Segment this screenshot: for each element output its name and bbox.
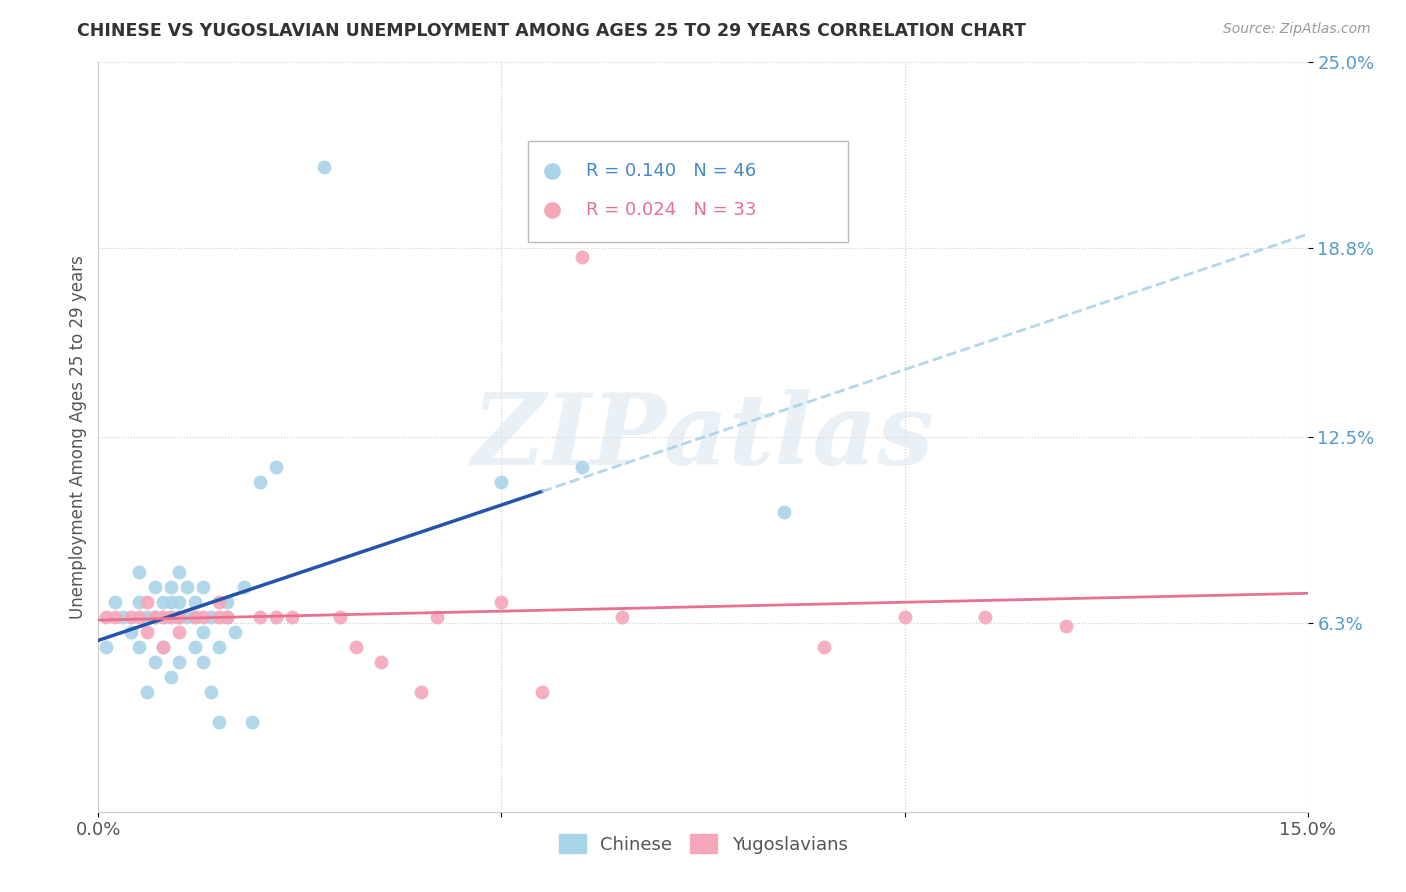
- Point: [217, 610, 239, 624]
- Text: ZIPatlas: ZIPatlas: [472, 389, 934, 485]
- Point: [167, 624, 190, 639]
- Point: [120, 610, 142, 624]
- Point: [128, 565, 150, 579]
- Point: [893, 610, 915, 624]
- Point: [491, 475, 513, 489]
- Point: [370, 655, 392, 669]
- Point: [103, 610, 125, 624]
- Point: [193, 655, 215, 669]
- Point: [193, 610, 215, 624]
- Point: [160, 580, 183, 594]
- Point: [813, 640, 835, 654]
- Point: [208, 714, 231, 729]
- Point: [143, 610, 166, 624]
- Text: R = 0.024   N = 33: R = 0.024 N = 33: [586, 201, 756, 219]
- Text: CHINESE VS YUGOSLAVIAN UNEMPLOYMENT AMONG AGES 25 TO 29 YEARS CORRELATION CHART: CHINESE VS YUGOSLAVIAN UNEMPLOYMENT AMON…: [77, 22, 1026, 40]
- FancyBboxPatch shape: [527, 141, 848, 243]
- Point: [224, 624, 246, 639]
- Point: [344, 640, 367, 654]
- Point: [152, 610, 174, 624]
- Point: [409, 685, 432, 699]
- Point: [152, 595, 174, 609]
- Point: [128, 595, 150, 609]
- Point: [612, 610, 634, 624]
- Text: R = 0.140   N = 46: R = 0.140 N = 46: [586, 162, 756, 180]
- Point: [193, 624, 215, 639]
- Point: [135, 595, 157, 609]
- Point: [167, 565, 190, 579]
- Point: [571, 460, 593, 475]
- Point: [160, 610, 183, 624]
- Point: [217, 610, 239, 624]
- Point: [143, 580, 166, 594]
- Point: [200, 685, 222, 699]
- Point: [208, 610, 231, 624]
- Point: [426, 610, 449, 624]
- Point: [329, 610, 352, 624]
- Point: [135, 610, 157, 624]
- Point: [264, 460, 287, 475]
- Point: [103, 595, 125, 609]
- Point: [167, 610, 190, 624]
- Point: [167, 610, 190, 624]
- Point: [200, 610, 222, 624]
- Point: [208, 595, 231, 609]
- Point: [160, 610, 183, 624]
- Point: [143, 610, 166, 624]
- Point: [176, 580, 198, 594]
- Point: [1054, 619, 1077, 633]
- Point: [160, 670, 183, 684]
- Point: [120, 624, 142, 639]
- Legend: Chinese, Yugoslavians: Chinese, Yugoslavians: [550, 825, 856, 863]
- Point: [240, 714, 263, 729]
- Point: [184, 610, 207, 624]
- Point: [96, 640, 118, 654]
- Text: Source: ZipAtlas.com: Source: ZipAtlas.com: [1223, 22, 1371, 37]
- Point: [167, 655, 190, 669]
- Point: [208, 640, 231, 654]
- Point: [160, 595, 183, 609]
- Point: [264, 610, 287, 624]
- Point: [135, 624, 157, 639]
- Point: [184, 595, 207, 609]
- Point: [152, 640, 174, 654]
- Point: [111, 610, 134, 624]
- Point: [491, 595, 513, 609]
- Point: [152, 640, 174, 654]
- Point: [184, 610, 207, 624]
- Point: [135, 685, 157, 699]
- Point: [128, 640, 150, 654]
- Point: [232, 580, 254, 594]
- Point: [176, 610, 198, 624]
- Point: [530, 685, 553, 699]
- Point: [249, 610, 271, 624]
- Point: [193, 580, 215, 594]
- Point: [152, 610, 174, 624]
- Point: [217, 595, 239, 609]
- Point: [281, 610, 304, 624]
- Point: [314, 161, 336, 175]
- Point: [772, 505, 794, 519]
- Y-axis label: Unemployment Among Ages 25 to 29 years: Unemployment Among Ages 25 to 29 years: [69, 255, 87, 619]
- Point: [96, 610, 118, 624]
- Point: [143, 655, 166, 669]
- Point: [249, 475, 271, 489]
- Point: [167, 595, 190, 609]
- Point: [974, 610, 997, 624]
- Point: [184, 640, 207, 654]
- Point: [128, 610, 150, 624]
- Point: [571, 250, 593, 264]
